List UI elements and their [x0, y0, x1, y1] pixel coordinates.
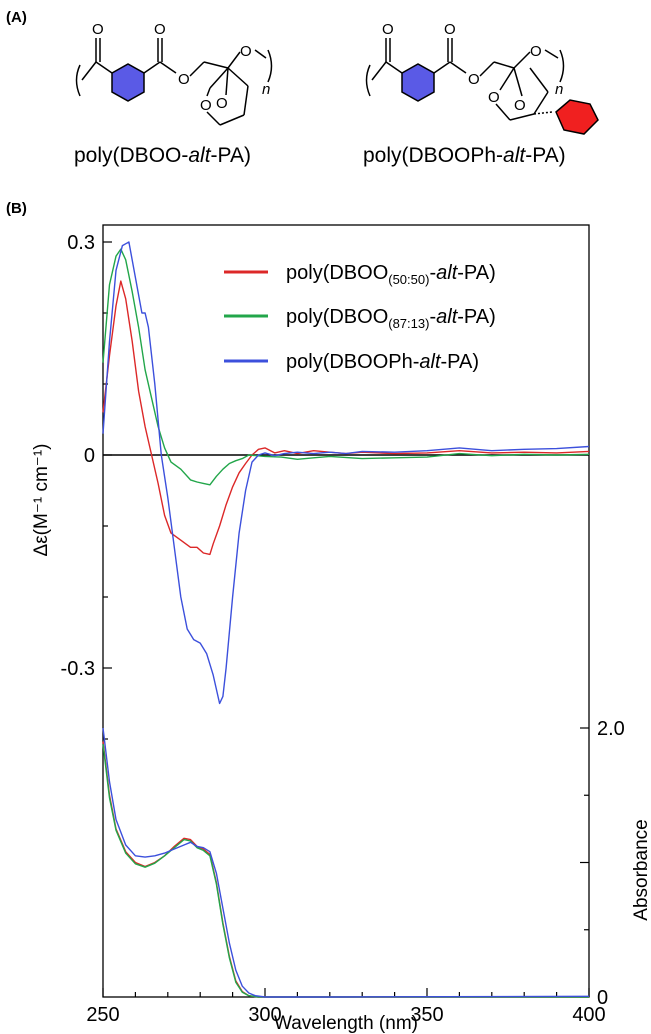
- svg-text:O: O: [154, 21, 166, 38]
- cd-series-line: [102, 241, 590, 705]
- svg-text:O: O: [92, 21, 104, 38]
- y-axis-right-title: Absorbance: [631, 819, 651, 920]
- caption-dboo-pa: poly(DBOO-alt-PA): [74, 144, 251, 167]
- x-tick-label: 350: [410, 1004, 443, 1026]
- y-left-tick-label: 0: [84, 445, 95, 467]
- x-tick-label: 250: [86, 1004, 119, 1026]
- svg-text:O: O: [178, 71, 190, 88]
- panel-b-label: (B): [6, 200, 27, 217]
- svg-text:O: O: [514, 97, 526, 114]
- y-right-tick-label: 2.0: [597, 718, 625, 740]
- x-tick-label: 300: [248, 1004, 281, 1026]
- cd-absorbance-chart: 250 300 350 400 0.3 0 -0.3 2.0 0 Wavelength (nm)…: [31, 224, 651, 1034]
- structure-dboo-pa: O O O O n O O: [75, 21, 273, 126]
- svg-text:O: O: [216, 95, 228, 112]
- phenyl-ring-icon: [555, 99, 599, 135]
- svg-text:O: O: [382, 21, 394, 38]
- absorbance-series-line: [102, 727, 590, 998]
- panel-a-label: (A): [6, 9, 27, 26]
- legend-label-dboo-ph: poly(DBOOPh-alt-PA): [286, 351, 479, 373]
- x-axis-title: Wavelength (nm): [274, 1013, 418, 1034]
- structure-dboo-ph-pa: O O O O n O O: [365, 21, 599, 135]
- cd-series-line: [102, 280, 590, 556]
- svg-text:O: O: [200, 97, 212, 114]
- y-right-tick-label: 0: [597, 987, 608, 1009]
- svg-text:O: O: [488, 89, 500, 106]
- absorbance-series-line: [102, 744, 589, 998]
- legend-label-dboo-50-50: poly(DBOO(50:50)-alt-PA): [286, 262, 496, 287]
- cd-series-line: [102, 248, 590, 486]
- legend-label-dboo-87-13: poly(DBOO(87:13)-alt-PA): [286, 306, 496, 331]
- absorbance-series-line: [102, 741, 589, 998]
- y-left-tick-label: 0.3: [67, 232, 95, 254]
- plot-frame: [102, 224, 590, 998]
- benzene-ring-icon: [111, 63, 145, 102]
- caption-dboo-ph-pa: poly(DBOOPh-alt-PA): [363, 144, 566, 167]
- y-left-tick-label: -0.3: [61, 658, 95, 680]
- benzene-ring-icon: [401, 63, 435, 102]
- legend: poly(DBOO(50:50)-alt-PA) poly(DBOO(87:13…: [224, 262, 496, 373]
- x-tick-label: 400: [572, 1004, 605, 1026]
- svg-text:n: n: [262, 81, 270, 98]
- svg-text:O: O: [444, 21, 456, 38]
- svg-text:O: O: [468, 71, 480, 88]
- y-axis-left-title: Δε(M⁻¹ cm⁻¹): [31, 444, 52, 557]
- svg-text:n: n: [555, 81, 563, 98]
- svg-text:O: O: [530, 43, 542, 60]
- svg-text:O: O: [240, 43, 252, 60]
